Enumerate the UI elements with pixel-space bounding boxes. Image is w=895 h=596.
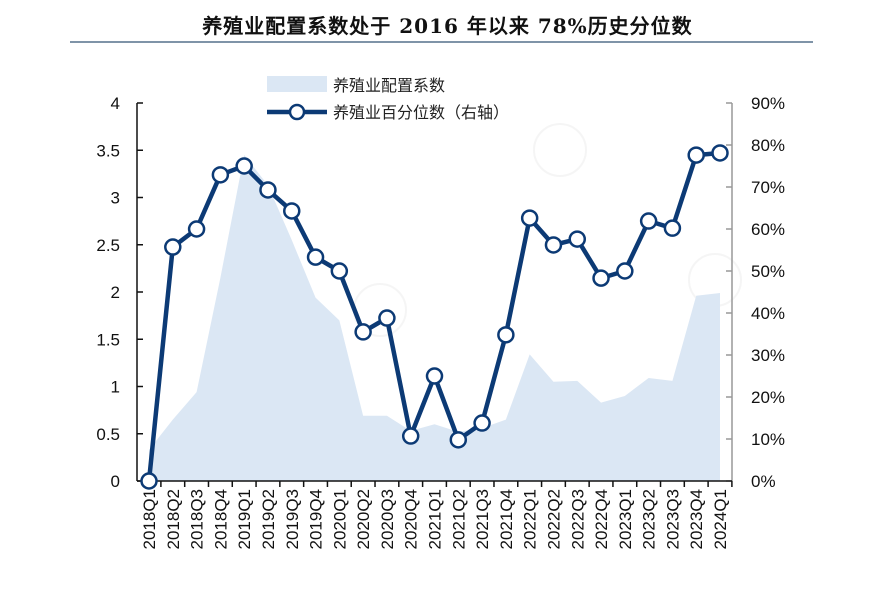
percentile-marker [235, 157, 253, 175]
x-tick-label: 2023Q2 [640, 489, 659, 550]
left-tick-label: 1.5 [96, 330, 120, 349]
x-tick-label: 2019Q2 [259, 489, 278, 550]
percentile-marker [711, 144, 729, 162]
percentile-marker [639, 212, 658, 230]
percentile-marker [354, 323, 372, 341]
right-tick-label: 50% [751, 262, 785, 281]
left-tick-label: 4 [111, 94, 120, 113]
x-tick-label: 2022Q1 [521, 489, 540, 550]
right-tick-label: 70% [751, 178, 785, 197]
legend-line-marker-icon [288, 103, 306, 121]
right-tick-label: 10% [751, 430, 785, 449]
left-tick-label: 0 [111, 472, 120, 491]
x-tick-label: 2023Q3 [663, 489, 682, 550]
x-tick-label: 2020Q4 [402, 489, 421, 550]
legend: 养殖业配置系数 养殖业百分位数（右轴） [267, 76, 509, 122]
x-tick-label: 2020Q3 [378, 489, 397, 550]
legend-area-label: 养殖业配置系数 [333, 76, 445, 95]
x-tick-label: 2022Q2 [544, 489, 563, 550]
x-tick-label: 2023Q1 [616, 489, 635, 550]
left-tick-label: 2 [111, 283, 120, 302]
percentile-marker [211, 166, 230, 184]
percentile-marker [568, 230, 586, 248]
legend-line-label: 养殖业百分位数（右轴） [333, 103, 509, 122]
left-tick-label: 3.5 [96, 141, 120, 160]
percentile-marker [306, 248, 325, 266]
left-y-axis: 0 0.5 1 1.5 2 2.5 3 3.5 4 [96, 94, 143, 491]
x-tick-label: 2018Q1 [140, 489, 159, 550]
right-tick-label: 20% [751, 388, 785, 407]
percentile-marker [592, 269, 610, 287]
percentile-marker [401, 427, 420, 445]
percentile-marker [283, 202, 301, 220]
x-axis: 2018Q1 2018Q2 2018Q3 2018Q4 2019Q1 2019Q2 2019… [137, 480, 733, 550]
percentile-marker [140, 472, 158, 490]
percentile-marker [378, 309, 396, 327]
x-tick-label: 2021Q2 [449, 489, 468, 550]
right-y-axis: 0% 10% 20% 30% 40% 50% 60% 70% 80% 90% [726, 94, 785, 491]
x-tick-label: 2024Q1 [711, 489, 730, 550]
x-tick-label: 2019Q3 [283, 489, 302, 550]
percentile-marker [187, 220, 206, 238]
x-tick-label: 2023Q4 [687, 489, 706, 550]
percentile-marker [259, 181, 277, 199]
left-tick-label: 3 [111, 189, 120, 208]
percentile-marker [330, 262, 349, 280]
chart-title: 养殖业配置系数处于 2016 年以来 78%历史分位数 [202, 14, 693, 38]
percentile-marker [687, 146, 705, 164]
right-tick-label: 90% [751, 94, 785, 113]
percentile-marker [616, 262, 634, 280]
percentile-marker [520, 209, 539, 227]
percentile-marker [449, 431, 468, 449]
percentile-marker [497, 326, 515, 344]
left-tick-label: 0.5 [96, 425, 120, 444]
percentile-markers [140, 144, 729, 490]
percentile-marker [164, 238, 182, 256]
x-tick-label: 2022Q3 [568, 489, 587, 550]
allocation-coefficient-area [149, 154, 720, 481]
right-tick-label: 40% [751, 304, 785, 323]
percentile-marker [473, 414, 491, 432]
x-tick-label: 2019Q1 [235, 489, 254, 550]
x-tick-label: 2020Q1 [330, 489, 349, 550]
x-tick-label: 2021Q3 [473, 489, 492, 550]
right-tick-label: 80% [751, 136, 785, 155]
x-tick-label: 2022Q4 [592, 489, 611, 550]
x-tick-label: 2018Q4 [211, 489, 230, 550]
percentile-marker [663, 219, 682, 237]
right-tick-label: 60% [751, 220, 785, 239]
title-divider [70, 41, 813, 43]
x-tick-label: 2019Q4 [307, 489, 326, 550]
left-tick-label: 1 [111, 378, 120, 397]
x-tick-label: 2020Q2 [354, 489, 373, 550]
left-tick-label: 2.5 [96, 236, 120, 255]
legend-area-swatch [267, 76, 327, 92]
x-tick-label: 2018Q3 [188, 489, 207, 550]
right-tick-label: 0% [751, 472, 776, 491]
x-tick-label: 2021Q4 [497, 489, 516, 550]
x-tick-label: 2021Q1 [426, 489, 445, 550]
percentile-marker [425, 367, 444, 385]
right-tick-label: 30% [751, 346, 785, 365]
x-tick-label: 2018Q2 [164, 489, 183, 550]
percentile-marker [544, 236, 563, 254]
